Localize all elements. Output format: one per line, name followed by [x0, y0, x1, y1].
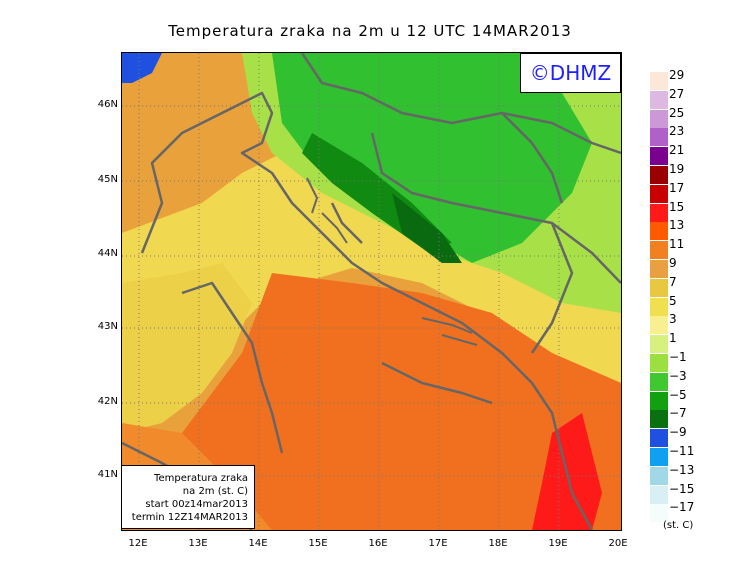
- x-tick-16e: 16E: [368, 538, 388, 549]
- legend-swatch: [650, 391, 668, 410]
- legend-units: (st. C): [663, 520, 694, 531]
- legend-swatch: [650, 203, 668, 222]
- legend-label: 13: [669, 218, 685, 233]
- info-box: Temperatura zraka na 2m (st. C) start 00…: [121, 465, 255, 529]
- map-title: Temperatura zraka na 2m u 12 UTC 14MAR20…: [168, 22, 572, 40]
- x-tick-19e: 19E: [548, 538, 568, 549]
- map-panel: ©DHMZ: [121, 52, 622, 531]
- legend-swatch: [650, 297, 668, 316]
- legend-label: −7: [669, 406, 687, 421]
- legend-swatch: [650, 429, 668, 448]
- y-tick-46n: 46N: [97, 99, 118, 110]
- legend-label: −11: [669, 444, 695, 458]
- legend-label: 1: [669, 331, 677, 346]
- legend-label: −15: [669, 481, 695, 496]
- legend-label: 27: [669, 86, 685, 101]
- legend-label: 29: [669, 68, 685, 82]
- temperature-field: [122, 53, 621, 530]
- info-line-1: Temperatura zraka: [154, 473, 248, 484]
- legend-label: −17: [669, 500, 695, 515]
- legend-label: 25: [669, 105, 685, 120]
- legend-swatch: [650, 147, 668, 166]
- y-tick-42n: 42N: [97, 396, 118, 407]
- legend-swatch: [650, 410, 668, 429]
- legend-label: −5: [669, 387, 687, 402]
- legend-swatch: [650, 241, 668, 260]
- legend-swatch: [650, 109, 668, 128]
- x-tick-13e: 13E: [188, 538, 208, 549]
- x-tick-20e: 20E: [608, 538, 628, 549]
- y-tick-44n: 44N: [97, 248, 118, 259]
- legend-swatch: [650, 222, 668, 241]
- legend-swatch: [650, 128, 668, 147]
- legend-label: 21: [669, 143, 685, 158]
- legend-label: 5: [669, 293, 677, 308]
- legend-label: −9: [669, 425, 687, 440]
- legend-swatch: [650, 504, 668, 523]
- info-line-4: termin 12Z14MAR2013: [131, 512, 248, 523]
- legend-swatch: [650, 485, 668, 504]
- legend-swatch: [650, 372, 668, 391]
- x-tick-18e: 18E: [488, 538, 508, 549]
- dhmz-logo: ©DHMZ: [520, 53, 621, 93]
- y-tick-43n: 43N: [97, 321, 118, 332]
- x-tick-17e: 17E: [428, 538, 448, 549]
- legend-label: 9: [669, 256, 677, 270]
- legend-label: 7: [669, 274, 677, 289]
- legend-label: 15: [669, 199, 685, 214]
- legend-swatch: [650, 260, 668, 278]
- x-tick-14e: 14E: [248, 538, 268, 549]
- legend-swatch: [650, 335, 668, 354]
- legend-label: 23: [669, 124, 685, 139]
- legend-swatch: [650, 278, 668, 297]
- legend-swatch: [650, 354, 668, 372]
- info-line-3: start 00z14mar2013: [145, 499, 248, 510]
- info-line-2: na 2m (st. C): [182, 486, 248, 497]
- y-tick-41n: 41N: [97, 469, 118, 480]
- legend-label: −3: [669, 368, 687, 383]
- legend-swatch: [650, 448, 668, 466]
- y-tick-45n: 45N: [97, 174, 118, 185]
- legend-swatch: [650, 316, 668, 335]
- legend-swatch: [650, 166, 668, 184]
- legend-label: 19: [669, 162, 685, 176]
- legend-label: −13: [669, 462, 695, 477]
- legend-label: 3: [669, 312, 677, 327]
- legend-label: 11: [669, 237, 685, 252]
- legend-swatch: [650, 72, 668, 90]
- legend-label: −1: [669, 350, 687, 364]
- legend-swatch: [650, 184, 668, 203]
- legend-swatch: [650, 90, 668, 109]
- x-tick-12e: 12E: [128, 538, 148, 549]
- legend-label: 17: [669, 180, 685, 195]
- x-tick-15e: 15E: [308, 538, 328, 549]
- legend-swatch: [650, 466, 668, 485]
